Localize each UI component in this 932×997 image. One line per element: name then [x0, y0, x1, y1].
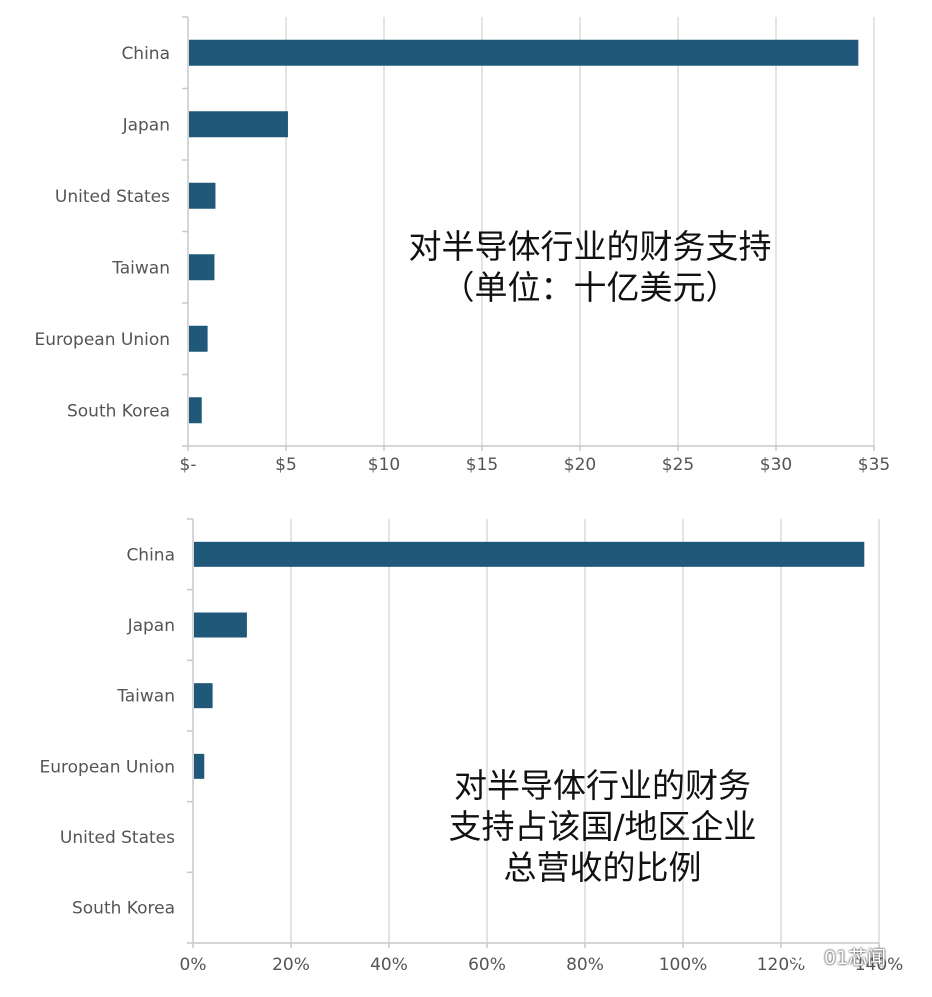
annotation-line: 支持占该国/地区企业 [448, 807, 757, 846]
category-label: South Korea [72, 899, 175, 919]
bar-chart-usd: China Japan United States Taiwan European Un… [35, 16, 890, 475]
x-tick-label: $10 [368, 455, 400, 475]
category-label: South Korea [67, 401, 170, 421]
category-label: China [126, 545, 175, 565]
chart-financial-support-usd: China Japan United States Taiwan European Un… [35, 16, 890, 475]
x-tick-label: $- [180, 455, 197, 475]
bar-japan [194, 612, 247, 638]
bar-taiwan [189, 254, 215, 281]
category-label: Taiwan [116, 687, 175, 707]
annotation-line: 对半导体行业的财务支持 [408, 227, 772, 266]
watermark: 01芯闻 [788, 941, 886, 971]
category-label: Japan [127, 616, 175, 636]
x-tick-label: 140% [855, 955, 904, 975]
annotation-line: 总营收的比例 [503, 848, 702, 887]
x-tick-label: $30 [760, 455, 792, 475]
annotation-line: （单位：十亿美元） [441, 268, 739, 307]
x-tick-label: 20% [272, 955, 310, 975]
x-tick-label: 100% [659, 955, 708, 975]
category-label: Taiwan [111, 258, 170, 278]
bar-china [189, 39, 859, 66]
chart-annotation: 对半导体行业的财务 支持占该国/地区企业 总营收的比例 [380, 765, 825, 888]
chart-annotation: 对半导体行业的财务支持 （单位：十亿美元） [360, 226, 820, 308]
x-tick-label: $15 [466, 455, 498, 475]
watermark-text: 01芯闻 [824, 946, 887, 969]
category-label: United States [60, 828, 175, 848]
x-tick-label: 40% [370, 955, 408, 975]
bar-china [194, 541, 865, 567]
x-tick-label: 0% [180, 955, 207, 975]
category-label: Japan [122, 115, 170, 135]
x-tick-label: $25 [662, 455, 694, 475]
category-label: United States [55, 187, 170, 207]
bar-european-union [194, 753, 205, 779]
x-tick-label: $5 [275, 455, 297, 475]
bar-taiwan [194, 683, 213, 709]
bar-south-korea [189, 397, 202, 424]
x-tick-label: 80% [566, 955, 604, 975]
category-label: European Union [35, 330, 171, 350]
annotation-line: 对半导体行业的财务 [454, 766, 751, 805]
category-label: China [121, 44, 170, 64]
chart-support-share-of-revenue: China Japan Taiwan European Union United Sta… [0, 515, 932, 997]
bar-united-states [189, 182, 216, 209]
category-label: European Union [40, 757, 176, 777]
x-tick-label: $20 [564, 455, 596, 475]
x-tick-label: 60% [468, 955, 506, 975]
bar-chart-percent: China Japan Taiwan European Union United Sta… [40, 518, 904, 975]
bar-japan [189, 111, 288, 138]
bar-european-union [189, 325, 208, 352]
wechat-icon [788, 945, 817, 966]
x-tick-label: $35 [858, 455, 890, 475]
